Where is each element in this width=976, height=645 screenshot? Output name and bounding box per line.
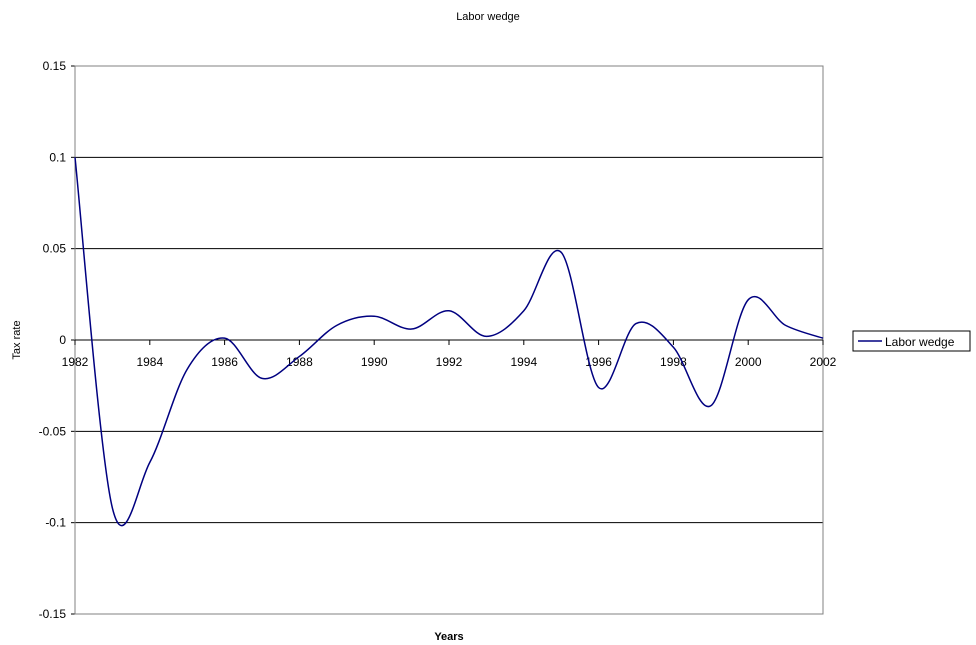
y-tick-label: 0 — [59, 333, 66, 347]
x-tick-label: 1992 — [436, 355, 463, 369]
x-tick-label: 2000 — [735, 355, 762, 369]
x-tick-label: 1984 — [136, 355, 163, 369]
plot-area: 0.15 0.1 0.05 0 -0.05 -0.1 -0.15 1982 1984 1986 19… — [39, 59, 837, 621]
x-tick-label: 1998 — [660, 355, 687, 369]
series-line-labor-wedge — [74, 157, 824, 527]
x-tick-label: 1994 — [510, 355, 537, 369]
legend-box — [852, 330, 971, 352]
y-axis-title: Tax rate — [11, 320, 23, 359]
y-tick-label: 0.05 — [43, 242, 67, 256]
x-tick-label: 1982 — [62, 355, 89, 369]
legend: Labor wedge — [852, 330, 971, 352]
chart-title: Labor wedge — [456, 11, 520, 23]
x-tick-label: 1996 — [585, 355, 612, 369]
x-tick-label: 1988 — [286, 355, 313, 369]
y-tick-label: -0.15 — [39, 607, 67, 621]
y-tick-label: -0.05 — [39, 424, 67, 438]
x-axis-title: Years — [434, 631, 463, 643]
legend-label: Labor wedge — [885, 335, 955, 349]
x-tick-label: 1990 — [361, 355, 388, 369]
y-tick-label: 0.1 — [49, 150, 66, 164]
y-tick-label: -0.1 — [45, 516, 66, 530]
x-tick-label: 2002 — [810, 355, 837, 369]
y-tick-label: 0.15 — [43, 59, 67, 73]
x-tick-label: 1986 — [211, 355, 238, 369]
